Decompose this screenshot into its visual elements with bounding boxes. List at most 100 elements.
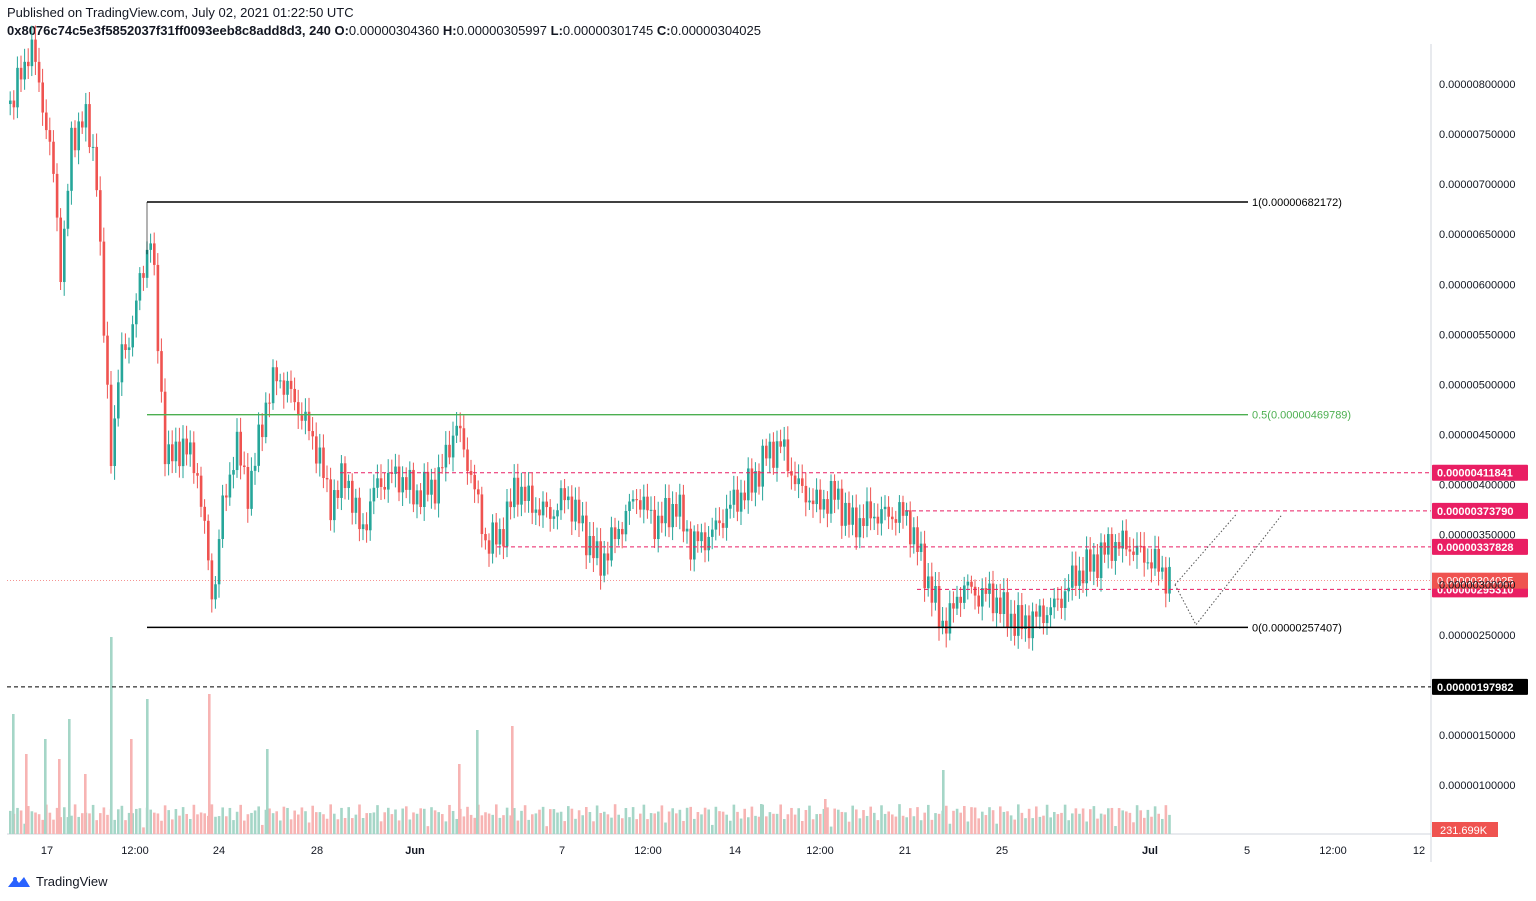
volume-bar [786, 814, 790, 834]
volume-bar [423, 808, 426, 834]
volume-bar [441, 814, 444, 834]
candle-body [999, 597, 1002, 615]
volume-bar [502, 815, 505, 834]
volume-bar [729, 820, 732, 834]
candle-body [624, 510, 628, 535]
volume-bar [901, 815, 905, 834]
time-tick-label: 21 [899, 845, 911, 857]
volume-bar [271, 813, 275, 834]
projection-path [1174, 514, 1237, 586]
candle-body [567, 496, 570, 501]
candle-body [473, 474, 476, 490]
candle-body [311, 431, 314, 437]
candle-body [919, 543, 923, 552]
candle-body [138, 273, 142, 301]
volume-bar [325, 818, 329, 834]
volume-bar [124, 820, 127, 834]
volume-bar [300, 807, 304, 834]
candle-body [81, 121, 84, 128]
plot-area[interactable] [7, 44, 1431, 834]
volume-bar [1146, 809, 1150, 834]
candle-body [862, 518, 865, 526]
candle-body [718, 520, 721, 524]
volume-bar [1128, 812, 1132, 834]
candle-body [199, 475, 203, 507]
candle-body [739, 492, 743, 512]
candle-body [88, 104, 91, 148]
volume-bar [401, 808, 404, 834]
volume-bar [1132, 822, 1135, 834]
candle-body [804, 485, 808, 503]
volume-bar [1114, 826, 1117, 834]
tradingview-logo[interactable]: TradingView [7, 874, 108, 889]
volume-bar [304, 811, 307, 834]
volume-bar [1168, 814, 1171, 834]
candle-body [977, 595, 980, 607]
candle-body [1139, 545, 1142, 547]
volume-bar [1024, 818, 1027, 834]
volume-bar [214, 816, 217, 834]
candle-body [855, 507, 858, 538]
candle-body [1161, 567, 1164, 572]
candle-body [534, 509, 538, 513]
candle-body [239, 431, 242, 466]
candle-body [347, 480, 350, 489]
volume-bar [466, 806, 469, 834]
volume-bar [657, 811, 660, 834]
volume-bar [1143, 817, 1146, 834]
price-tick-label: 0.00000700000 [1439, 179, 1515, 191]
volume-bar [714, 806, 718, 834]
candle-body [448, 444, 451, 458]
volume-spike-bar [824, 799, 827, 834]
volume-bar [599, 813, 602, 834]
volume-bar [1053, 811, 1056, 834]
time-tick-label: 25 [996, 845, 1008, 857]
volume-bar [628, 817, 631, 834]
candle-body [340, 463, 343, 498]
candle-body [318, 447, 322, 464]
volume-tag-label: 231.699K [1440, 825, 1488, 837]
candle-body [837, 488, 840, 500]
candle-body [912, 527, 916, 545]
candle-body [675, 504, 678, 517]
price-chart[interactable]: 1(0.00000682172) 0.5(0.00000469789) 0(0.00… [0, 0, 1536, 862]
candle-body [495, 522, 498, 545]
volume-bar [797, 808, 800, 834]
price-tick-label: 0.00000800000 [1439, 79, 1515, 91]
volume-bar [430, 807, 433, 834]
volume-spike-bar [760, 804, 763, 834]
candle-body [171, 444, 174, 462]
candle-body [847, 502, 851, 525]
volume-bar [23, 823, 26, 834]
price-level-tag-label: 0.00000373790 [1437, 506, 1513, 518]
candle-body [70, 127, 73, 191]
candle-body [279, 380, 282, 382]
volume-bar [336, 819, 340, 834]
candle-body [1132, 551, 1135, 555]
candle-body [1049, 607, 1052, 616]
volume-bar [1067, 820, 1070, 834]
volume-bar [372, 812, 376, 834]
volume-bar [516, 820, 520, 834]
candle-body [9, 100, 12, 105]
high-label: H: [442, 23, 457, 38]
price-level-tag-label: 0.00000411841 [1437, 468, 1513, 480]
candle-body [1153, 548, 1157, 569]
candle-body [23, 61, 26, 80]
volume-bar [732, 804, 736, 834]
volume-bar [952, 810, 955, 834]
candle-body [117, 382, 120, 419]
candle-body [246, 466, 250, 509]
candle-body [354, 497, 358, 513]
volume-bar [700, 814, 703, 834]
candle-body [297, 402, 300, 416]
volume-bar [930, 819, 934, 834]
volume-bar [685, 807, 689, 834]
volume-bar [19, 810, 23, 834]
volume-bar [343, 817, 347, 834]
candle-body [325, 477, 329, 480]
candle-body [12, 100, 16, 108]
candle-body [480, 494, 484, 535]
volume-bar [55, 807, 59, 834]
candle-body [707, 536, 710, 551]
